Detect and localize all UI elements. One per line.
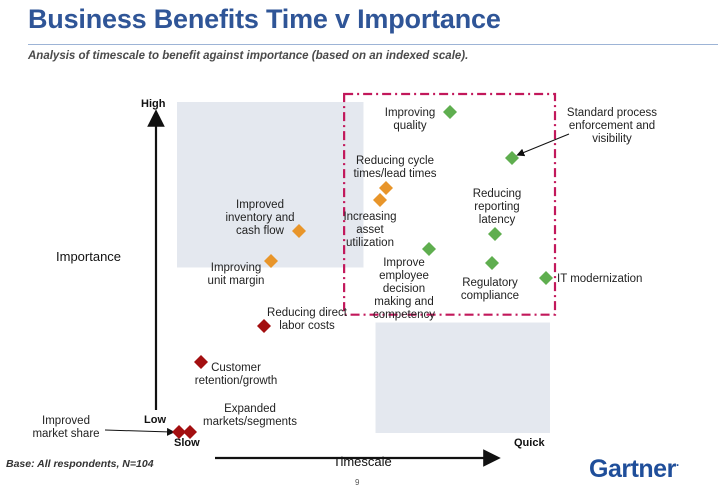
x-tick-quick: Quick (514, 437, 545, 449)
point-label: Expanded markets/segments (203, 403, 297, 428)
callout-arrow (516, 133, 570, 157)
page-title: Business Benefits Time v Importance (28, 4, 501, 34)
y-tick-high: High (141, 98, 166, 110)
point-label: Improving unit margin (208, 262, 265, 287)
data-point-diamond (485, 256, 499, 270)
data-point-diamond (505, 151, 519, 165)
x-axis-title: Timescale (333, 454, 392, 469)
y-axis-title: Importance (56, 249, 121, 264)
data-point-diamond (292, 224, 306, 238)
title-divider (28, 44, 718, 45)
y-tick-low: Low (144, 414, 166, 426)
gartner-logo: Gartner. (589, 455, 679, 483)
point-label: Customer retention/growth (195, 362, 277, 387)
point-label: Improved market share (32, 415, 99, 440)
data-point-diamond (264, 254, 278, 268)
data-point-diamond (257, 319, 271, 333)
data-point-diamond (194, 355, 208, 369)
quadrant-top-left (177, 102, 364, 268)
x-tick-slow: Slow (174, 437, 200, 449)
page-number: 9 (355, 478, 360, 487)
data-point-diamond (373, 193, 387, 207)
page-subtitle: Analysis of timescale to benefit against… (28, 50, 469, 62)
quadrant-bottom-right (375, 322, 550, 433)
point-label: Reducing reporting latency (473, 188, 522, 226)
highlight-region-box (343, 92, 557, 316)
callout-arrow (104, 427, 175, 436)
data-point-diamond (422, 242, 436, 256)
point-label: Reducing direct labor costs (267, 307, 348, 332)
point-label: Reducing cycle times/lead times (353, 155, 436, 180)
data-point-diamond (172, 425, 186, 439)
data-point-diamond (183, 425, 197, 439)
point-label: IT modernization (557, 273, 642, 285)
point-label: Improving quality (385, 107, 436, 132)
point-label: Improve employee decision making and compete… (373, 257, 435, 321)
data-point-diamond (488, 227, 502, 241)
point-label: Standard process enforcement and visibilit… (567, 107, 657, 145)
base-footnote: Base: All respondents, N=104 (6, 458, 154, 470)
point-label: Regulatory compliance (461, 277, 519, 302)
data-point-diamond (379, 181, 393, 195)
data-point-diamond (539, 271, 553, 285)
data-point-diamond (443, 105, 457, 119)
point-label: Increasing asset utilization (343, 211, 396, 249)
point-label: Improved inventory and cash flow (225, 199, 294, 237)
